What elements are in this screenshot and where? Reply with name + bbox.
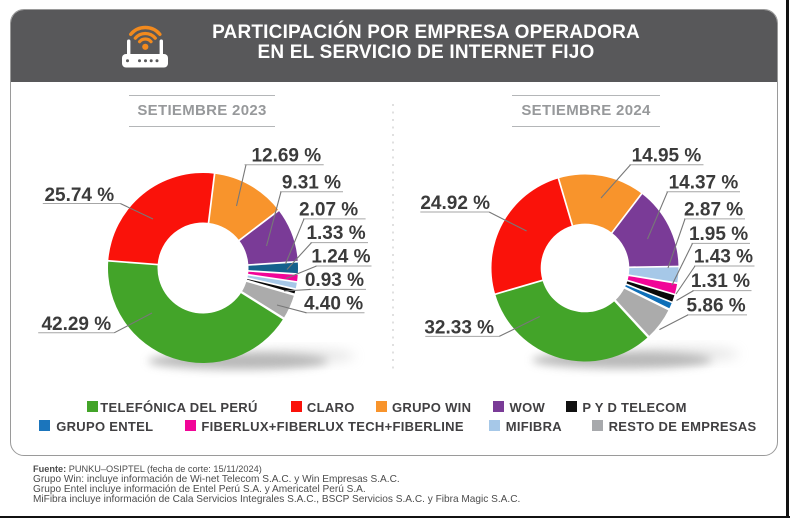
svg-text:42.29 %: 42.29 % — [41, 314, 111, 335]
svg-text:5.86 %: 5.86 % — [687, 296, 746, 317]
svg-text:25.74 %: 25.74 % — [44, 185, 114, 206]
svg-text:1.24 %: 1.24 % — [311, 247, 370, 268]
svg-text:4.40 %: 4.40 % — [304, 293, 363, 314]
svg-text:32.33 %: 32.33 % — [424, 318, 494, 339]
svg-text:24.92 %: 24.92 % — [420, 193, 490, 214]
svg-text:1.95 %: 1.95 % — [689, 224, 748, 245]
svg-text:1.43 %: 1.43 % — [694, 247, 753, 268]
svg-text:14.37 %: 14.37 % — [669, 173, 739, 194]
svg-text:1.31 %: 1.31 % — [691, 271, 750, 292]
svg-text:1.33 %: 1.33 % — [306, 223, 365, 244]
svg-text:2.07 %: 2.07 % — [299, 200, 358, 221]
svg-text:9.31 %: 9.31 % — [282, 173, 341, 194]
svg-text:14.95 %: 14.95 % — [632, 146, 702, 167]
svg-text:0.93 %: 0.93 % — [305, 270, 364, 291]
svg-text:2.87 %: 2.87 % — [684, 200, 743, 221]
svg-text:12.69 %: 12.69 % — [251, 146, 321, 167]
